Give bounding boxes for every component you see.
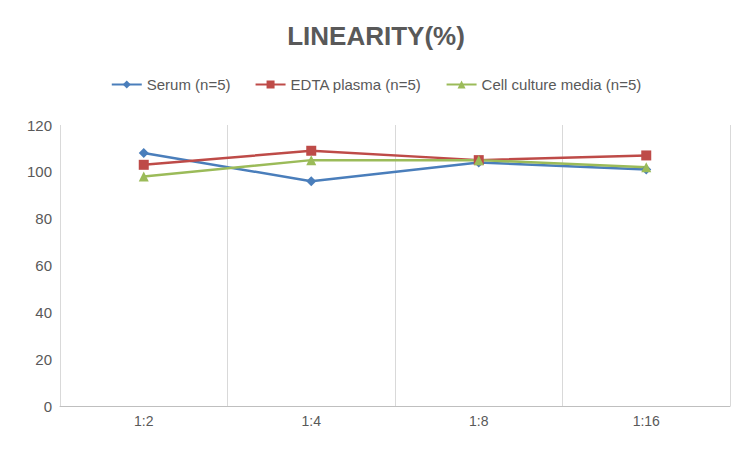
svg-text:40: 40 [35, 304, 52, 321]
svg-text:1:4: 1:4 [302, 413, 322, 429]
svg-text:60: 60 [35, 257, 52, 274]
svg-text:0: 0 [44, 398, 52, 415]
svg-text:Cell culture media (n=5): Cell culture media (n=5) [482, 76, 642, 93]
svg-text:80: 80 [35, 210, 52, 227]
svg-text:1:8: 1:8 [469, 413, 489, 429]
svg-text:Serum (n=5): Serum (n=5) [147, 76, 231, 93]
svg-text:120: 120 [27, 117, 52, 134]
svg-text:1:16: 1:16 [633, 413, 660, 429]
svg-text:1:2: 1:2 [134, 413, 154, 429]
svg-text:20: 20 [35, 351, 52, 368]
svg-text:EDTA plasma (n=5): EDTA plasma (n=5) [291, 76, 421, 93]
svg-text:100: 100 [27, 163, 52, 180]
svg-text:LINEARITY(%): LINEARITY(%) [287, 21, 465, 51]
